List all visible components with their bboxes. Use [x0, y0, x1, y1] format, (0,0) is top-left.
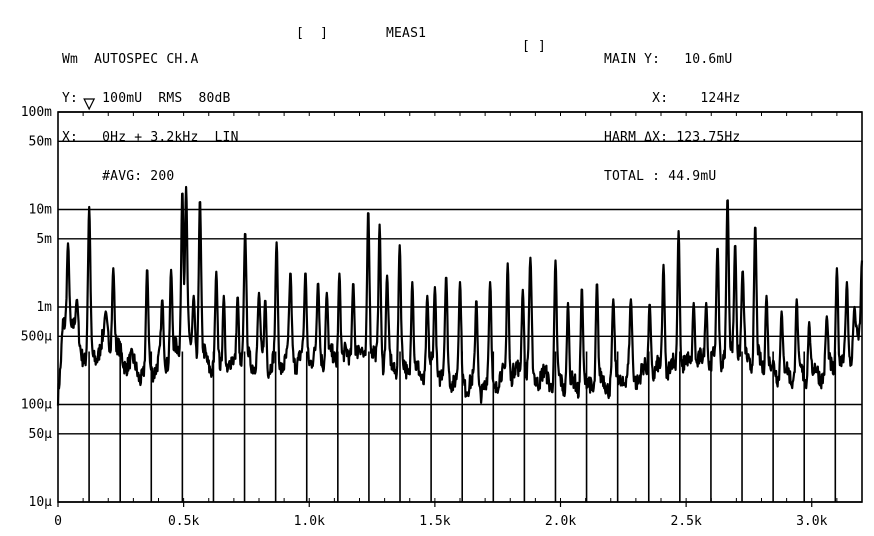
- readout-value: 10.6mU: [684, 52, 733, 67]
- marker-group: [83, 98, 96, 111]
- x-tick-label: 3.0k: [796, 514, 827, 529]
- spectrum-trace: [56, 185, 864, 406]
- y-tick-label: 100µ: [21, 398, 52, 413]
- readout-main-x: X: 124Hz: [604, 92, 740, 105]
- readout-label: MAIN Y:: [604, 52, 661, 67]
- marker-triangle: [83, 98, 96, 111]
- header-bracket-1: [ ]: [296, 26, 329, 41]
- y-tick-label: 5m: [36, 232, 52, 247]
- header-value: 100mU RMS 80dB: [102, 91, 231, 106]
- x-tick-label: 2.0k: [545, 514, 576, 529]
- x-tick-label: 0: [54, 514, 62, 529]
- header-value: #AVG: 200: [102, 169, 175, 184]
- x-tick-label: 1.0k: [294, 514, 325, 529]
- y-tick-label: 10µ: [29, 495, 53, 510]
- header-bracket-2: [ ]: [522, 39, 547, 54]
- x-tick-label: 1.5k: [419, 514, 450, 529]
- x-tick-label: 0.5k: [168, 514, 199, 529]
- y-tick-label: 10m: [29, 203, 53, 218]
- y-tick-label: 50µ: [29, 427, 53, 442]
- readout-main-y: MAIN Y: 10.6mU: [604, 53, 740, 66]
- y-tick-label: 1m: [36, 300, 52, 315]
- y-tick-label: 50m: [29, 134, 53, 149]
- readout-label: TOTAL :: [604, 169, 661, 184]
- header-meas: MEAS1: [386, 26, 427, 41]
- header-row-function: Wm AUTOSPEC CH.A: [62, 53, 239, 66]
- header-row-yscale: Y: 100mU RMS 80dB: [62, 92, 239, 105]
- y-axis-labels: 100m 50m 10m 5m 1m 500µ 100µ 50µ 10µ: [21, 105, 52, 510]
- y-tick-label: 500µ: [21, 329, 52, 344]
- readout-label: X:: [652, 91, 669, 106]
- header-value: AUTOSPEC CH.A: [94, 52, 199, 67]
- readout-total: TOTAL : 44.9mU: [604, 170, 740, 183]
- readout-value: 124Hz: [700, 91, 741, 106]
- x-axis-labels: 0 0.5k 1.0k 1.5k 2.0k 2.5k 3.0k: [54, 112, 863, 529]
- readout-value: 44.9mU: [668, 169, 717, 184]
- header-row-avg: #AVG: 200: [62, 170, 239, 183]
- header-label: Y:: [62, 91, 79, 106]
- x-tick-label: 2.5k: [670, 514, 701, 529]
- header-label: Wm: [62, 52, 79, 67]
- y-tick-label: 100m: [21, 105, 52, 120]
- spectrum-trace-group: [56, 185, 864, 406]
